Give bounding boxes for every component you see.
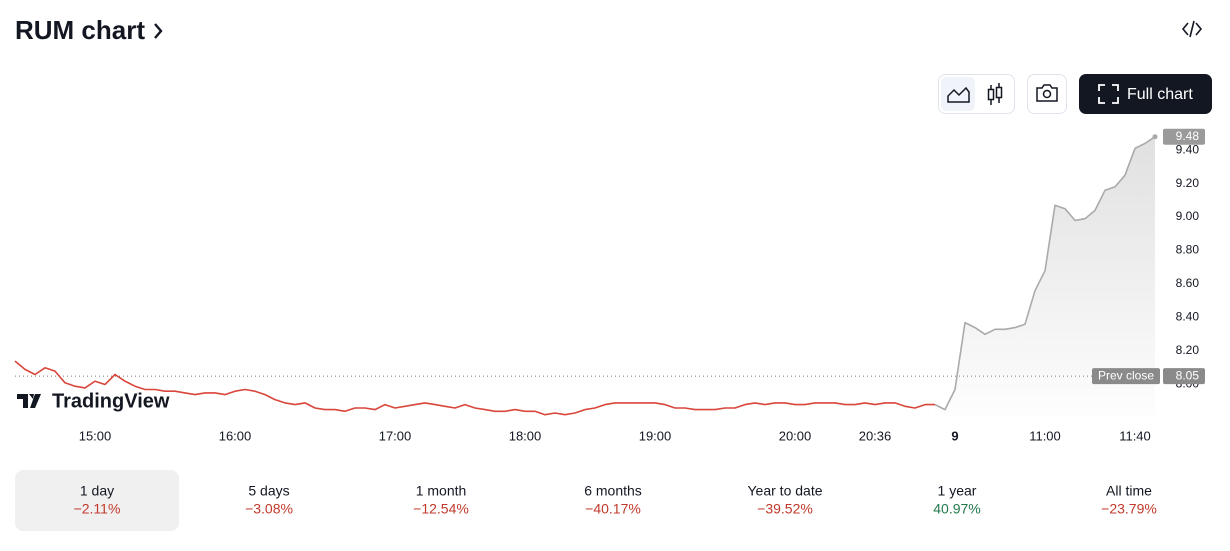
prev-close-value: 8.05 [1176,368,1200,382]
period-tab[interactable]: 1 day −2.11% [15,470,179,531]
embed-icon [1181,20,1203,38]
price-line [934,136,1156,411]
tab-change: −2.11% [74,501,121,517]
x-tick-label: 20:00 [779,428,812,443]
button-bg [1027,74,1067,114]
price-tag [1163,128,1205,145]
x-tick-label: 19:00 [639,428,672,443]
x-tick-label: 16:00 [219,428,252,443]
y-tick-label: 9.00 [1176,209,1200,223]
tab-label: 1 month [416,483,467,499]
line-type-button[interactable] [941,77,975,111]
tab-label: All time [1106,483,1152,499]
candle-icon [995,86,1003,99]
tab-label: 6 months [584,483,642,499]
price-tag-label: 9.48 [1176,129,1200,143]
tab-label: 1 day [80,483,114,499]
period-tabs: 1 day −2.11% 5 days −3.08% 1 month −12.54% 6 m… [15,470,1157,531]
tv-logo [17,394,41,408]
period-tab[interactable]: Year to date −39.52% [748,483,823,517]
tab-selected-bg [15,470,179,531]
x-tick-label: 15:00 [79,428,112,443]
x-tick-label: 18:00 [509,428,542,443]
title-link[interactable]: RUM chart [15,15,163,45]
y-tick-label: 8.60 [1176,276,1200,290]
full-chart-button[interactable]: Full chart [1079,74,1212,114]
y-tick-label: 9.20 [1176,176,1200,190]
tab-change: −39.52% [757,501,813,517]
embed-button[interactable] [1181,20,1203,38]
tab-change: −40.17% [585,501,641,517]
x-tick-label: 11:40 [1119,428,1151,443]
period-tab[interactable]: 6 months −40.17% [584,483,642,517]
button-bg [1079,74,1212,114]
y-tick-label: 9.40 [1176,142,1200,156]
y-tick-label: 8.80 [1176,243,1200,257]
tab-change: −23.79% [1101,501,1157,517]
snapshot-button[interactable] [1027,74,1067,114]
price-line [14,360,935,416]
button-label: Full chart [1127,86,1193,103]
candle-type-button[interactable] [987,83,1003,105]
watermark: TradingView [17,390,170,412]
period-tab[interactable]: 1 month −12.54% [413,483,469,517]
camera-icon [1036,84,1058,102]
last-point [1152,134,1158,140]
chart-title: RUM chart [15,15,145,45]
period-tab[interactable]: 5 days −3.08% [245,483,293,517]
x-tick-label: 17:00 [379,428,412,443]
tab-label: 1 year [938,483,977,499]
prev-close-label: Prev close [1098,368,1154,382]
camera-lens [1042,89,1052,99]
tab-change: 40.97% [933,501,980,517]
tab-change: −12.54% [413,501,469,517]
chevron-icon [154,23,163,39]
period-tab[interactable]: 1 year 40.97% [933,483,980,517]
y-tick-label: 8.20 [1176,343,1200,357]
expand-icon [1098,84,1119,104]
watermark-text: TradingView [52,390,170,412]
plot-area: 8.008.208.408.608.809.009.209.4015:0016:… [14,128,1205,443]
prev-close-value-tag [1163,368,1205,385]
tab-label: 5 days [248,483,289,499]
prev-close-tag [1092,368,1160,385]
x-tick-label: 20:36 [859,428,892,443]
line-icon [947,86,970,103]
period-tab[interactable]: All time −23.79% [1101,483,1157,517]
tab-label: Year to date [748,483,823,499]
x-tick-label: 9 [951,428,958,443]
y-tick-label: 8.40 [1176,310,1200,324]
candle-icon [987,88,995,101]
area-fill [935,136,1155,418]
x-tick-label: 11:00 [1029,428,1061,443]
tab-change: −3.08% [245,501,293,517]
